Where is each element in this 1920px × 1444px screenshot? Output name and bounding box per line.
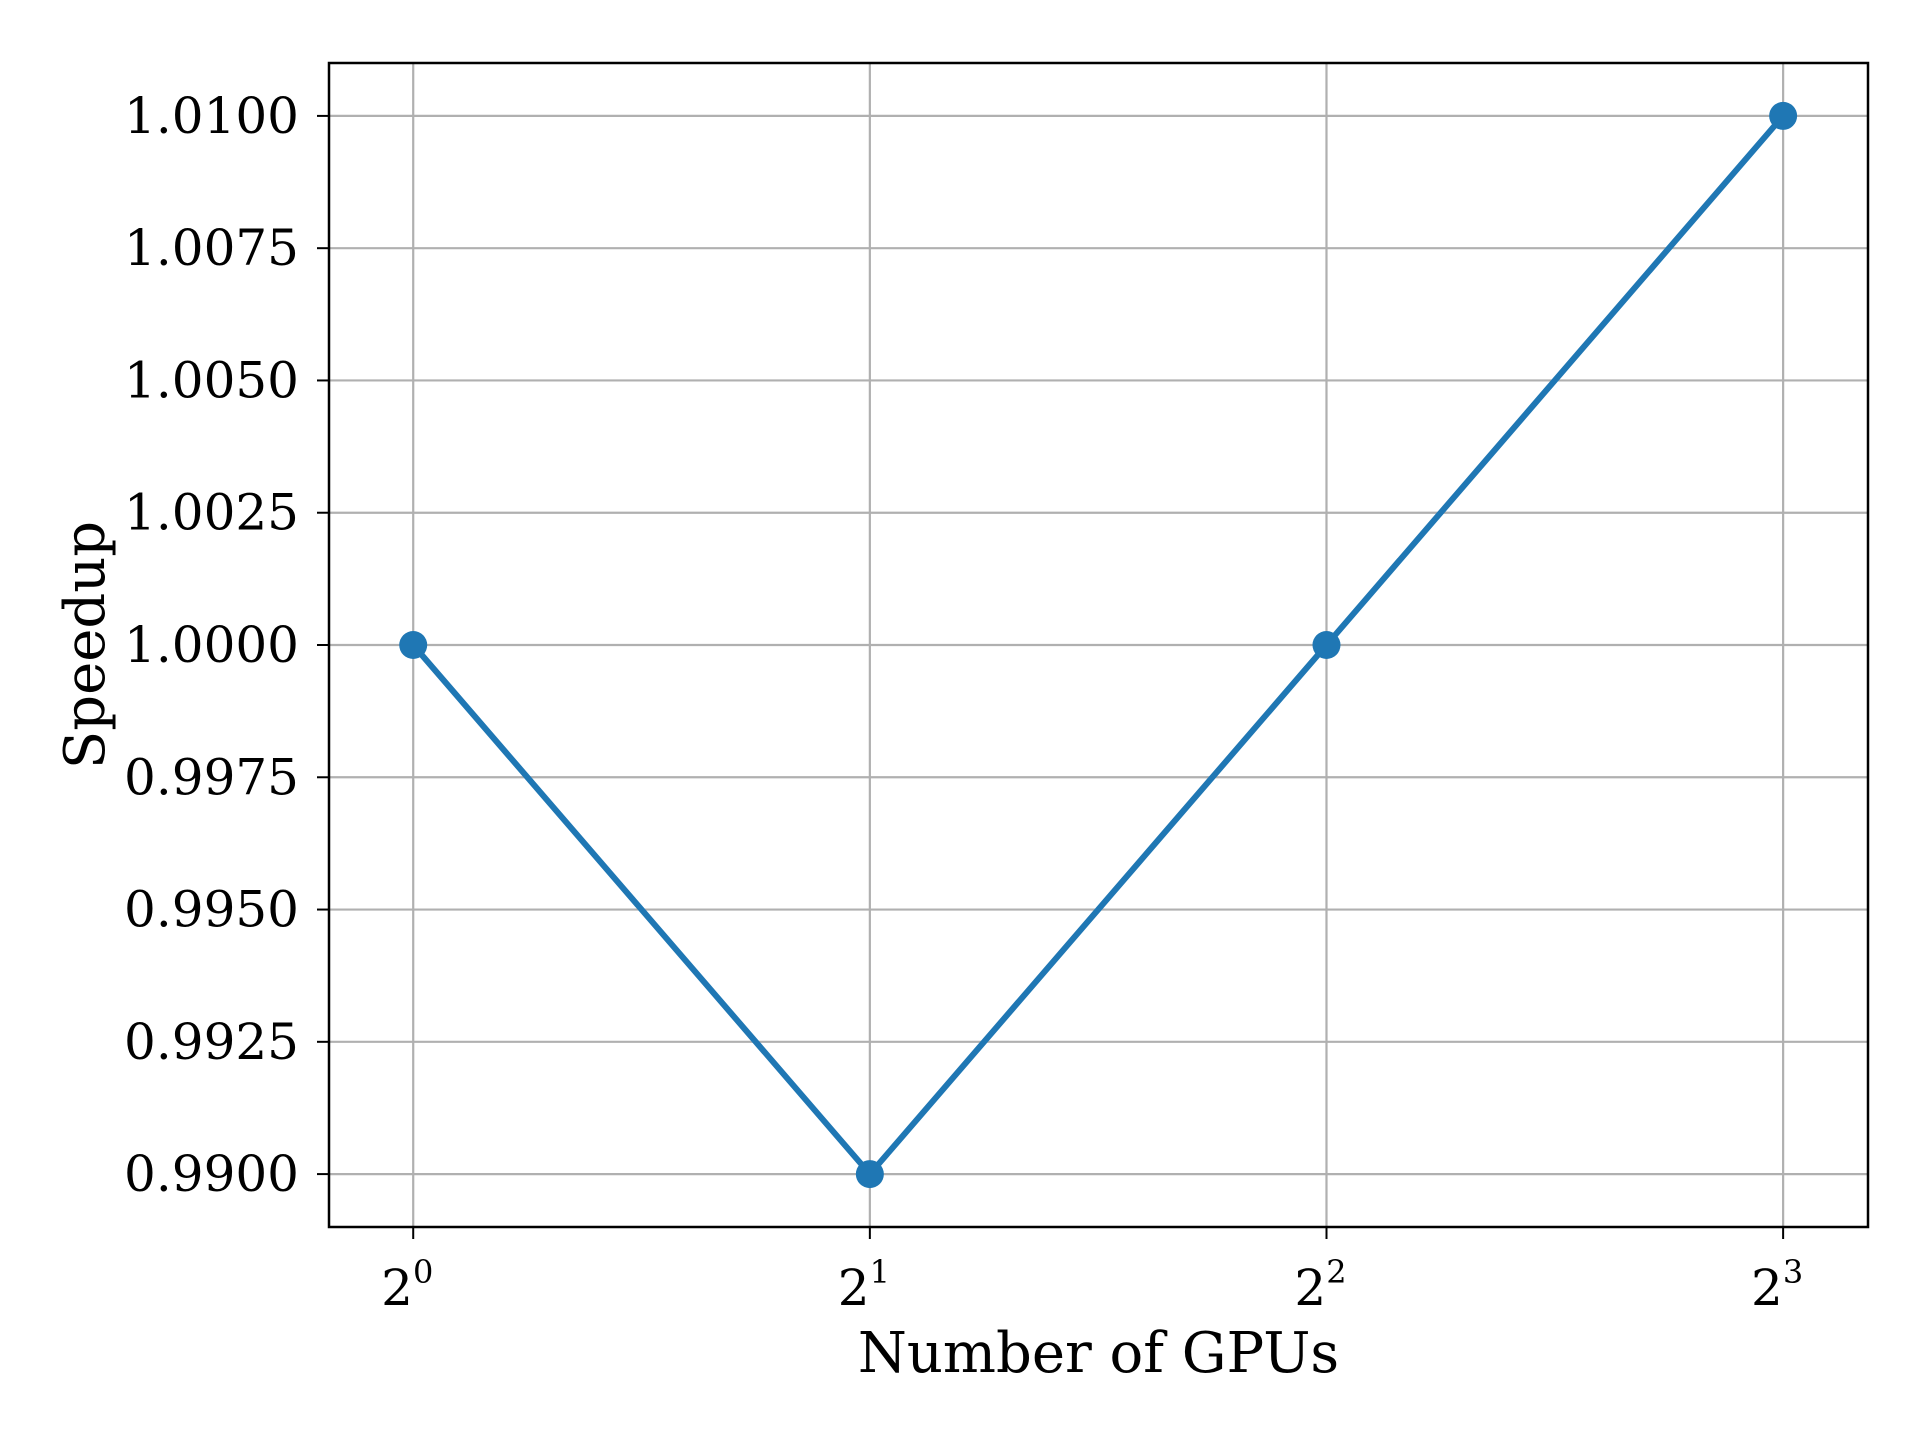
series-layer: [399, 101, 1798, 1189]
tick-marks: [317, 114, 1785, 1239]
y-axis-title: Speedup: [53, 521, 118, 769]
x-tick-label: 22: [1294, 1253, 1346, 1317]
x-tick-label: 20: [381, 1253, 433, 1317]
tick-labels: 20 21 22 23 0.9900 0.9925 0.9950 0.9975 1.0000 1.…: [124, 87, 1803, 1317]
x-tick-label: 21: [838, 1253, 890, 1317]
y-tick-label: 1.0025: [124, 484, 299, 542]
data-point: [1312, 631, 1341, 659]
series-line: [410, 112, 1787, 1178]
y-tick-label: 1.0000: [124, 616, 299, 674]
x-tick-label: 23: [1751, 1253, 1803, 1317]
data-point: [1769, 101, 1798, 130]
y-tick-label: 1.0050: [124, 351, 299, 409]
y-tick-label: 0.9950: [124, 881, 299, 939]
y-tick-label: 0.9925: [124, 1013, 299, 1071]
data-point: [855, 1160, 884, 1189]
y-tick-label: 1.0075: [124, 219, 299, 277]
y-tick-label: 0.9975: [124, 748, 299, 806]
x-axis-title: Number of GPUs: [858, 1321, 1339, 1386]
grid-lines: [329, 63, 1868, 1227]
y-tick-label: 1.0100: [124, 87, 299, 145]
y-tick-label: 0.9900: [124, 1145, 299, 1203]
data-point: [399, 631, 428, 659]
